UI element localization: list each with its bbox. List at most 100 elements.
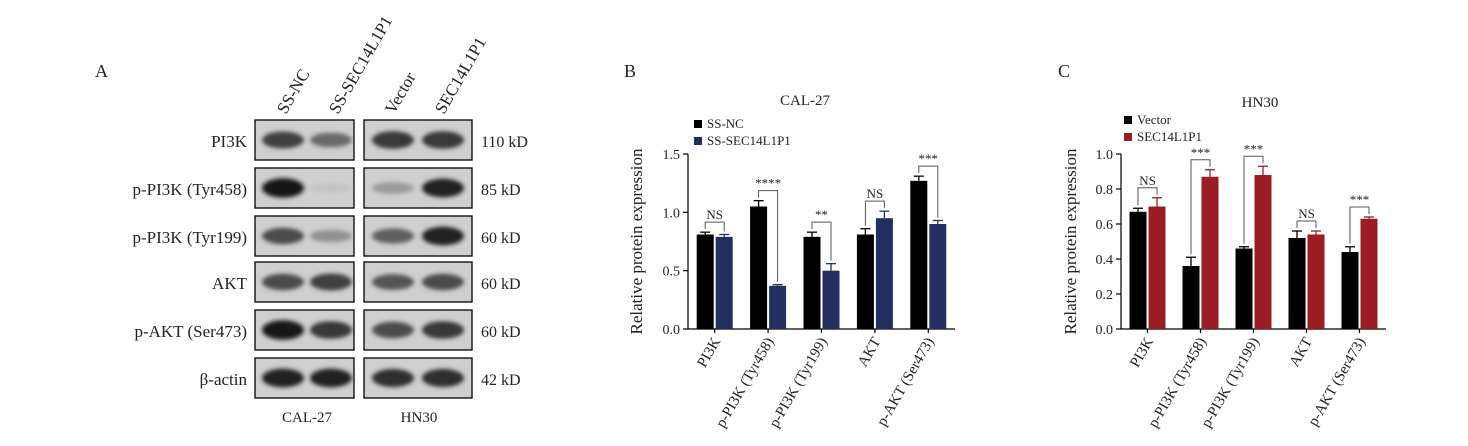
significance-bracket bbox=[811, 221, 832, 261]
blot-band bbox=[310, 273, 352, 291]
blot-row-kd: 60 kD bbox=[481, 230, 521, 247]
blot-row-label: p-AKT (Ser473) bbox=[134, 322, 247, 341]
y-tick-label: 1.0 bbox=[1096, 148, 1114, 163]
significance-label: NS bbox=[706, 207, 723, 222]
significance-bracket bbox=[758, 190, 779, 282]
bar bbox=[856, 234, 874, 329]
col-head-vector: Vector bbox=[381, 69, 420, 117]
significance-label: *** bbox=[1350, 192, 1370, 207]
bar bbox=[750, 206, 768, 329]
blot-row-label: PI3K bbox=[211, 132, 248, 151]
blot-band bbox=[422, 131, 464, 149]
y-tick-label: 0.4 bbox=[1096, 253, 1114, 268]
blot-band bbox=[372, 368, 414, 388]
x-tick-label: p-PI3K (Tyr199) bbox=[767, 335, 831, 430]
bar bbox=[1307, 234, 1325, 329]
bar bbox=[1288, 238, 1306, 329]
y-tick-label: 0.0 bbox=[663, 323, 681, 338]
significance-bracket bbox=[1190, 159, 1211, 255]
cell-line-hn30: HN30 bbox=[401, 410, 438, 426]
blot-band bbox=[310, 132, 352, 148]
bar bbox=[1254, 175, 1272, 329]
y-tick-label: 1.0 bbox=[663, 206, 681, 221]
bar bbox=[715, 236, 733, 329]
significance-label: *** bbox=[1244, 141, 1264, 156]
blot-band bbox=[262, 131, 304, 149]
chart-title: CAL-27 bbox=[780, 93, 830, 109]
y-tick-label: 0.0 bbox=[1096, 323, 1114, 338]
chart-title: HN30 bbox=[1242, 95, 1279, 111]
blot-row-label: p-PI3K (Tyr199) bbox=[133, 228, 247, 247]
significance-label: *** bbox=[1191, 145, 1211, 160]
y-axis-label: Relative protein expression bbox=[627, 148, 646, 335]
x-tick-label: PI3K bbox=[1127, 335, 1157, 371]
y-tick-label: 0.2 bbox=[1096, 288, 1114, 303]
blot-band bbox=[372, 228, 414, 244]
y-tick-label: 0.5 bbox=[663, 265, 681, 280]
blot-band bbox=[262, 273, 304, 291]
blot-column-headers: SS-NC SS-SEC14L1P1 Vector SEC14L1P1 bbox=[273, 13, 490, 117]
blot-row-kd: 60 kD bbox=[481, 276, 521, 293]
blot-band bbox=[422, 273, 464, 291]
x-tick-label: p-PI3K (Tyr458) bbox=[713, 335, 777, 430]
x-tick-label: AKT bbox=[1287, 335, 1316, 370]
cell-line-cal27: CAL-27 bbox=[282, 410, 332, 426]
bar bbox=[1360, 218, 1378, 329]
bar bbox=[769, 285, 787, 329]
x-tick-label: p-AKT (Ser473) bbox=[874, 335, 938, 429]
bar bbox=[1148, 206, 1166, 329]
bar bbox=[875, 218, 893, 329]
bar bbox=[929, 224, 947, 329]
significance-bracket bbox=[704, 221, 725, 232]
x-tick-label: p-AKT (Ser473) bbox=[1305, 335, 1369, 429]
blot-band bbox=[372, 131, 414, 149]
blot-band bbox=[310, 321, 352, 339]
bar bbox=[910, 180, 928, 329]
blot-row-kd: 42 kD bbox=[481, 372, 521, 389]
bar bbox=[696, 234, 714, 329]
bar bbox=[1201, 176, 1219, 329]
bar bbox=[1341, 252, 1359, 329]
bar bbox=[1182, 266, 1200, 329]
panel-label-b: B bbox=[624, 61, 636, 81]
blot-band bbox=[262, 178, 304, 198]
legend-label: SEC14L1P1 bbox=[1137, 129, 1202, 144]
y-axis-label: Relative protein expression bbox=[1061, 148, 1080, 335]
significance-bracket bbox=[1349, 206, 1370, 244]
blot-band bbox=[310, 229, 352, 243]
blot-band bbox=[422, 226, 464, 246]
blot-band bbox=[372, 274, 414, 290]
blot-band bbox=[422, 368, 464, 388]
col-head-ss-nc: SS-NC bbox=[273, 66, 314, 117]
legend-swatch bbox=[694, 120, 702, 128]
blot-row-label: β-actin bbox=[200, 370, 248, 389]
x-tick-label: p-PI3K (Tyr458) bbox=[1146, 335, 1210, 430]
blot-row-kd: 60 kD bbox=[481, 324, 521, 341]
legend-swatch bbox=[1124, 133, 1132, 141]
blot-band bbox=[262, 227, 304, 245]
y-tick-label: 1.5 bbox=[663, 148, 681, 163]
chart-cal27: CAL-27 0.0 0.5 1.0 1.5 Relative protein expre… bbox=[627, 93, 955, 430]
bar bbox=[1235, 248, 1253, 329]
blot-band bbox=[422, 178, 464, 198]
y-tick-label: 0.6 bbox=[1096, 218, 1114, 233]
blot-band bbox=[372, 321, 414, 339]
x-tick-label: p-PI3K (Tyr199) bbox=[1199, 335, 1263, 430]
significance-bracket bbox=[1137, 187, 1158, 206]
blot-row-label: AKT bbox=[212, 274, 248, 293]
significance-bracket bbox=[1296, 220, 1317, 228]
panel-label-a: A bbox=[95, 61, 108, 81]
bar bbox=[1129, 211, 1147, 329]
panel-label-c: C bbox=[1058, 61, 1070, 81]
blot-row-kd: 85 kD bbox=[481, 182, 521, 199]
chart-hn30: HN30 0.0 0.2 0.4 0.6 0.8 1.0 Relative protein e… bbox=[1061, 95, 1386, 430]
significance-label: **** bbox=[755, 176, 781, 191]
legend-label: SS-NC bbox=[707, 116, 744, 131]
x-tick-label: PI3K bbox=[694, 335, 724, 371]
x-tick-label: AKT bbox=[855, 335, 884, 370]
western-blot: PI3K 110 kD p-PI3K (Tyr458) 85 kD p-PI3K (Ty… bbox=[133, 119, 528, 399]
significance-label: ** bbox=[815, 207, 828, 222]
significance-label: NS bbox=[1139, 173, 1156, 188]
bar bbox=[803, 236, 821, 329]
significance-bracket bbox=[864, 200, 885, 226]
